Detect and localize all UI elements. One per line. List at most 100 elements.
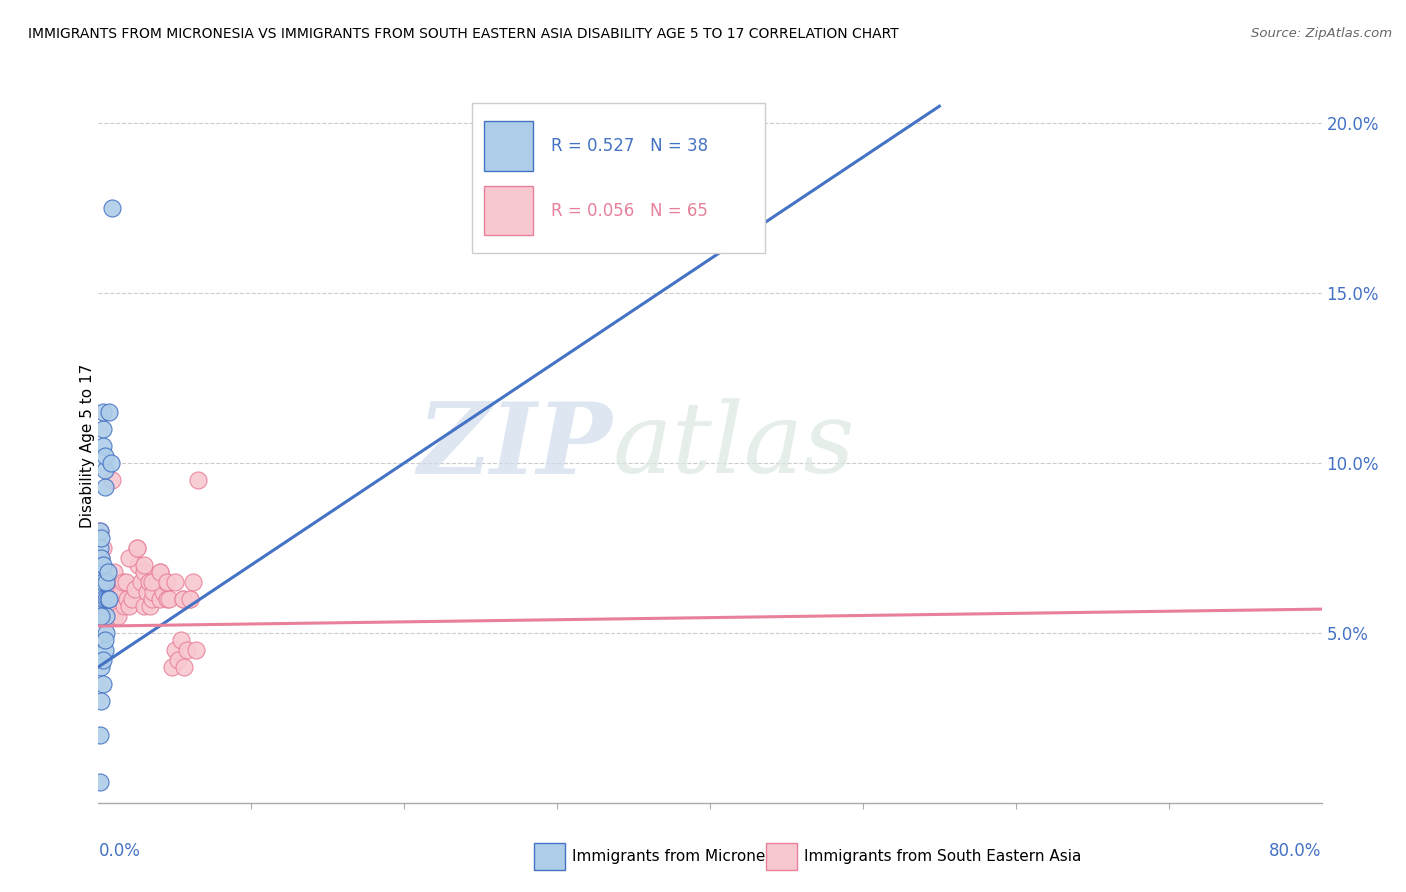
Point [90,694,112,708]
Point [90,660,112,674]
Point [152,585,174,599]
Point [156,591,179,606]
Point [157,591,180,606]
Point [138,574,160,589]
Point [134,558,156,572]
Point [94,626,117,640]
Point [90,565,112,579]
Point [179,591,201,606]
Point [89,728,111,742]
Point [98,585,121,599]
Point [94,574,117,589]
Point [172,591,194,606]
Point [89,585,111,599]
Point [91,558,114,572]
Point [104,591,127,606]
Point [125,541,148,555]
Text: 80.0%: 80.0% [1270,842,1322,860]
FancyBboxPatch shape [471,103,765,253]
Point [112,599,135,613]
Point [93,565,115,579]
Point [115,574,138,589]
Point [111,574,134,589]
Point [94,608,117,623]
Point [134,565,156,579]
Point [172,591,194,606]
Point [155,574,177,589]
Point [100,591,122,606]
Point [167,653,190,667]
Text: Immigrants from South Eastern Asia: Immigrants from South Eastern Asia [804,849,1081,863]
Point [90,585,112,599]
Point [118,551,141,566]
Point [91,422,114,436]
Text: Source: ZipAtlas.com: Source: ZipAtlas.com [1251,27,1392,40]
Text: Immigrants from Micronesia: Immigrants from Micronesia [572,849,787,863]
Point [91,405,114,419]
Point [94,599,117,613]
Point [149,565,172,579]
Point [89,524,111,538]
Point [125,541,148,555]
Point [91,439,114,453]
Point [149,591,172,606]
Point [117,591,139,606]
Point [181,574,204,589]
Point [141,591,163,606]
Point [91,653,114,667]
Point [93,643,115,657]
Point [142,585,165,599]
Text: atlas: atlas [612,399,855,493]
Point [163,574,186,589]
Y-axis label: Disability Age 5 to 17: Disability Age 5 to 17 [80,364,94,528]
Point [90,608,112,623]
Point [93,449,115,463]
Point [105,599,128,613]
Point [187,473,209,487]
Point [136,585,159,599]
FancyBboxPatch shape [484,121,533,171]
Text: 0.0%: 0.0% [98,842,141,860]
Point [139,599,162,613]
Point [160,660,183,674]
Text: R = 0.056   N = 65: R = 0.056 N = 65 [551,202,707,219]
Text: IMMIGRANTS FROM MICRONESIA VS IMMIGRANTS FROM SOUTH EASTERN ASIA DISABILITY AGE : IMMIGRANTS FROM MICRONESIA VS IMMIGRANTS… [28,27,898,41]
Point [90,551,112,566]
Point [163,643,186,657]
Point [98,405,121,419]
Point [179,591,201,606]
Text: ZIP: ZIP [418,398,612,494]
Point [93,632,115,647]
Point [108,591,131,606]
Point [97,591,120,606]
Point [141,574,163,589]
Point [97,565,120,579]
Point [93,582,115,596]
Point [90,599,112,613]
Point [91,574,114,589]
Point [176,643,198,657]
Point [93,480,115,494]
Point [91,541,114,555]
Point [149,565,172,579]
Point [90,531,112,545]
Point [89,775,111,789]
Point [156,574,179,589]
Point [134,599,156,613]
Point [90,551,112,566]
Point [118,599,141,613]
Point [129,574,152,589]
Point [93,463,115,477]
Point [121,591,143,606]
Point [89,591,111,606]
Point [107,608,129,623]
Point [103,608,125,623]
Point [100,456,122,470]
Point [89,524,111,538]
Point [101,201,124,215]
Point [103,565,125,579]
FancyBboxPatch shape [484,186,533,235]
Point [127,558,149,572]
Point [91,677,114,691]
Point [89,541,111,555]
